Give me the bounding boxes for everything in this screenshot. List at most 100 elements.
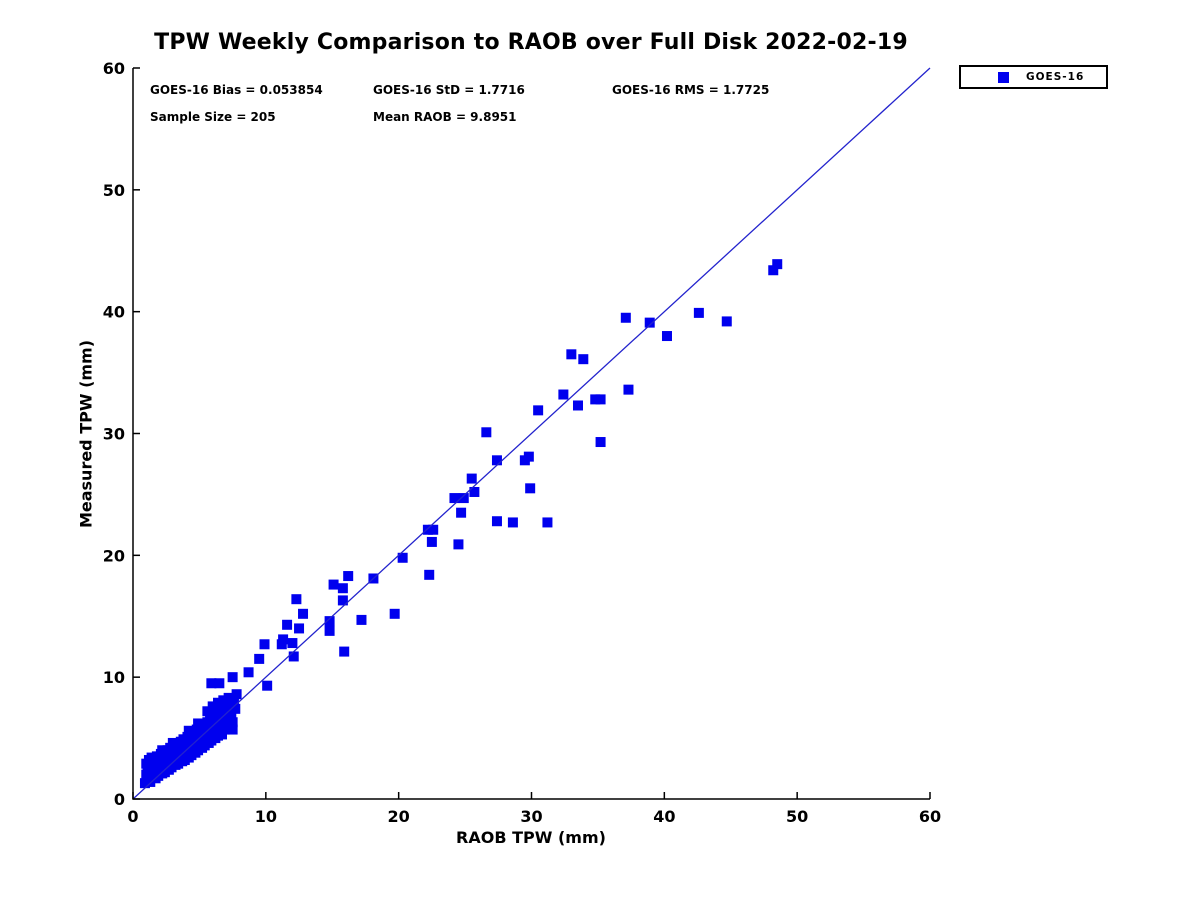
y-tick-label: 10 — [103, 668, 125, 687]
data-point-marker — [294, 623, 305, 634]
data-point-marker — [218, 695, 229, 706]
stat-std: GOES-16 StD = 1.7716 — [373, 83, 525, 97]
data-point-marker — [768, 265, 779, 276]
data-point-marker — [356, 614, 367, 625]
data-point-marker — [276, 639, 287, 650]
data-point-marker — [202, 706, 213, 717]
data-point-marker — [428, 524, 439, 535]
data-point-marker — [397, 552, 408, 563]
data-point-marker — [558, 389, 569, 400]
data-point-marker — [595, 394, 606, 405]
data-point-marker — [183, 725, 194, 736]
y-axis-ticks: 0 10 20 30 40 50 60 — [103, 59, 140, 809]
legend-marker-swatch — [998, 71, 1009, 83]
data-point-marker — [661, 331, 672, 342]
data-point-marker — [337, 595, 348, 606]
x-axis-ticks: 0 10 20 30 40 50 60 — [127, 792, 941, 826]
data-point-marker — [469, 486, 480, 497]
data-point-marker — [287, 638, 298, 649]
data-point-marker — [288, 651, 299, 662]
x-tick-label: 20 — [388, 807, 410, 826]
data-point-marker — [623, 384, 634, 395]
x-tick-label: 30 — [520, 807, 542, 826]
data-point-marker — [324, 625, 335, 636]
data-point-marker — [389, 608, 400, 619]
data-point-marker — [206, 678, 217, 689]
data-point-marker — [426, 536, 437, 547]
x-tick-label: 0 — [127, 807, 138, 826]
data-point-marker — [449, 493, 460, 504]
data-point-marker — [193, 718, 204, 729]
data-point-marker — [214, 678, 225, 689]
data-point-marker — [422, 524, 433, 535]
data-point-marker — [328, 579, 339, 590]
data-point-marker — [343, 571, 354, 582]
data-point-marker — [533, 405, 544, 416]
data-point-marker — [259, 639, 270, 650]
data-point-marker — [721, 316, 732, 327]
data-point-marker — [157, 745, 168, 756]
data-point-marker — [572, 400, 583, 411]
data-point-marker — [282, 619, 293, 630]
data-point-marker — [213, 697, 224, 708]
stat-bias: GOES-16 Bias = 0.053854 — [150, 83, 323, 97]
data-point-marker — [466, 473, 477, 484]
y-axis-label: Measured TPW (mm) — [76, 339, 96, 529]
identity-reference-line — [132, 67, 931, 800]
data-point-marker — [481, 427, 492, 438]
stat-rms: GOES-16 RMS = 1.7725 — [612, 83, 770, 97]
data-point-marker — [262, 680, 273, 691]
data-point-marker — [243, 667, 254, 678]
data-point-marker — [620, 312, 631, 323]
data-point-marker — [578, 354, 589, 365]
x-tick-label: 40 — [653, 807, 675, 826]
y-tick-label: 40 — [103, 303, 125, 322]
y-tick-label: 0 — [114, 790, 125, 809]
data-point-marker — [458, 493, 469, 504]
data-point-marker — [772, 259, 783, 270]
y-tick-label: 30 — [103, 425, 125, 444]
data-point-marker — [291, 594, 302, 605]
data-point-marker — [337, 583, 348, 594]
data-point-marker — [339, 646, 350, 657]
y-tick-label: 50 — [103, 181, 125, 200]
data-point-marker — [231, 689, 242, 700]
data-point-marker — [223, 692, 234, 703]
data-point-marker — [693, 307, 704, 318]
data-point-marker — [523, 451, 534, 462]
data-point-marker — [227, 672, 238, 683]
data-point-marker — [644, 317, 655, 328]
data-point-marker — [590, 394, 601, 405]
y-tick-label: 20 — [103, 546, 125, 565]
data-point-marker — [254, 653, 265, 664]
x-tick-label: 60 — [919, 807, 941, 826]
data-point-marker — [167, 737, 178, 748]
data-point-marker — [456, 507, 467, 518]
data-point-marker — [491, 455, 502, 466]
data-point-marker — [324, 616, 335, 627]
x-tick-label: 10 — [255, 807, 277, 826]
data-point-marker — [525, 483, 536, 494]
data-point-marker — [227, 717, 238, 728]
data-point-marker — [298, 608, 309, 619]
stat-sample-size: Sample Size = 205 — [150, 110, 276, 124]
data-point-marker — [595, 437, 606, 448]
data-point-marker — [491, 516, 502, 527]
data-point-marker — [453, 539, 464, 550]
x-tick-label: 50 — [786, 807, 808, 826]
data-point-marker — [230, 703, 241, 714]
legend-box: GOES-16 — [959, 65, 1108, 89]
data-point-marker — [542, 517, 553, 528]
chart-title: TPW Weekly Comparison to RAOB over Full … — [154, 30, 908, 55]
data-point-marker — [228, 696, 239, 707]
legend-label: GOES-16 — [1026, 71, 1085, 83]
data-point-marker — [566, 349, 577, 360]
y-tick-label: 60 — [103, 59, 125, 78]
stat-mean-raob: Mean RAOB = 9.8951 — [373, 110, 517, 124]
x-axis-label: RAOB TPW (mm) — [456, 828, 606, 847]
data-point-marker — [507, 517, 518, 528]
data-point-marker — [424, 569, 435, 580]
data-point-marker — [207, 701, 218, 712]
